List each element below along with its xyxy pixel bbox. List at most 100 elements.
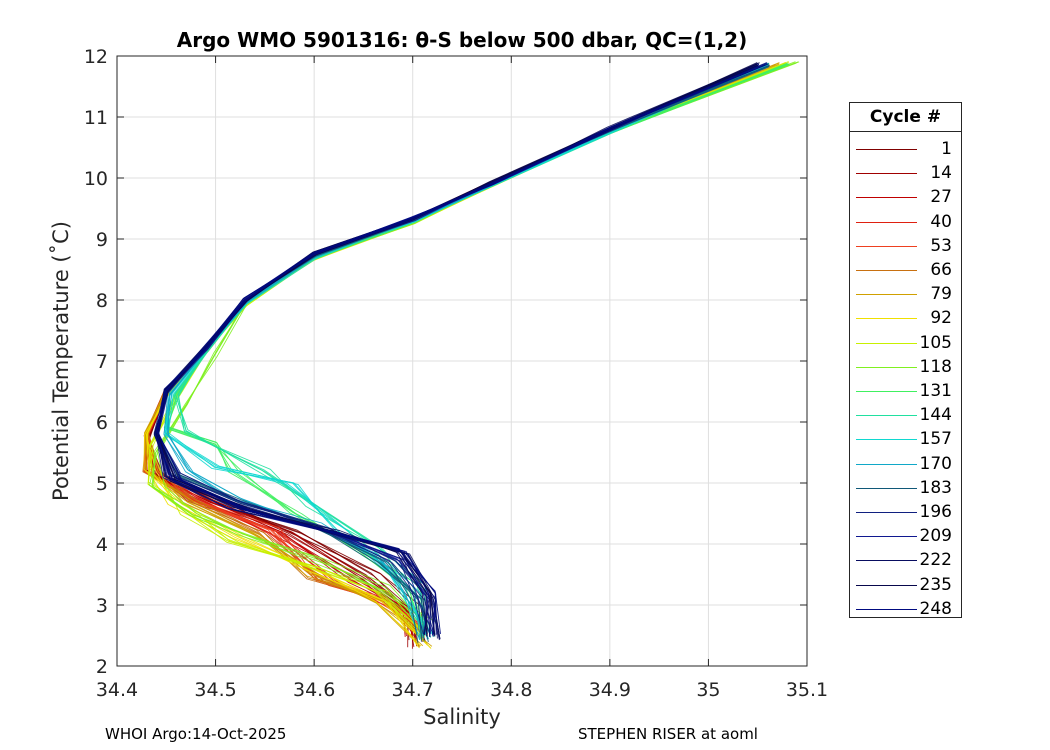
legend-entry: 170 bbox=[850, 453, 961, 477]
legend-label: 222 bbox=[919, 550, 952, 571]
x-tick-label: 34.8 bbox=[490, 679, 532, 701]
series-line-cycle-66 bbox=[147, 64, 780, 636]
series-line-cycle-66 bbox=[142, 65, 776, 636]
legend-entry: 209 bbox=[850, 525, 961, 549]
series-line-cycle-157 bbox=[164, 64, 767, 638]
legend-entry: 248 bbox=[850, 598, 961, 622]
x-tick-label: 34.5 bbox=[194, 679, 236, 701]
series-line-cycle-248 bbox=[156, 63, 769, 635]
x-tick-label: 34.7 bbox=[392, 679, 434, 701]
series-line-cycle-222 bbox=[155, 63, 758, 641]
y-tick-label: 4 bbox=[96, 534, 108, 556]
legend-label: 144 bbox=[919, 405, 952, 426]
series-line-cycle-105 bbox=[147, 61, 789, 638]
legend: Cycle # 1 14 27 40 53 66 79 92 105 118 131 144 157 17… bbox=[849, 102, 962, 619]
legend-label: 157 bbox=[919, 429, 952, 450]
series-line-cycle-235 bbox=[157, 63, 757, 637]
legend-swatch bbox=[856, 197, 917, 199]
legend-swatch bbox=[856, 149, 917, 150]
series-line-cycle-170 bbox=[168, 66, 768, 640]
series-line-cycle-53 bbox=[146, 65, 768, 633]
y-axis-ticks: 2 3 4 5 6 7 8 9 10 11 12 bbox=[84, 46, 807, 678]
y-tick-label: 8 bbox=[96, 290, 108, 312]
series-layer bbox=[142, 61, 800, 649]
series-line-cycle-53 bbox=[144, 66, 768, 634]
series-line-cycle-170 bbox=[163, 65, 766, 638]
legend-title: Cycle # bbox=[850, 103, 961, 132]
series-line-cycle-170 bbox=[166, 63, 768, 640]
series-line-cycle-248 bbox=[156, 63, 768, 635]
series-line-cycle-1 bbox=[148, 67, 759, 641]
legend-label: 92 bbox=[930, 308, 952, 329]
series-line-cycle-14 bbox=[148, 65, 757, 649]
series-line-cycle-248 bbox=[154, 62, 767, 635]
legend-label: 53 bbox=[930, 235, 952, 256]
legend-label: 170 bbox=[919, 453, 952, 474]
legend-entry: 235 bbox=[850, 574, 961, 598]
series-line-cycle-105 bbox=[148, 63, 786, 637]
legend-entry: 53 bbox=[850, 235, 961, 259]
x-tick-label: 34.6 bbox=[293, 679, 335, 701]
grid-lines bbox=[117, 56, 807, 666]
x-tick-label: 35.1 bbox=[786, 679, 828, 701]
series-line-cycle-209 bbox=[155, 64, 758, 635]
legend-entry: 183 bbox=[850, 477, 961, 501]
legend-swatch bbox=[856, 415, 917, 417]
series-line-cycle-92 bbox=[143, 61, 786, 649]
legend-entry: 27 bbox=[850, 186, 961, 210]
legend-entry: 1 bbox=[850, 138, 961, 162]
series-line-cycle-66 bbox=[146, 65, 780, 635]
series-line-cycle-118 bbox=[152, 61, 796, 625]
legend-label: 235 bbox=[919, 574, 952, 595]
legend-swatch bbox=[856, 318, 917, 320]
series-line-cycle-105 bbox=[147, 62, 786, 637]
y-tick-label: 10 bbox=[84, 168, 108, 190]
legend-label: 209 bbox=[919, 526, 952, 547]
legend-swatch bbox=[856, 221, 917, 223]
series-line-cycle-92 bbox=[146, 62, 790, 647]
series-line-cycle-209 bbox=[155, 63, 760, 638]
series-line-cycle-235 bbox=[156, 62, 760, 636]
legend-label: 183 bbox=[919, 477, 952, 498]
legend-swatch bbox=[856, 512, 917, 513]
y-tick-label: 11 bbox=[84, 107, 108, 129]
series-line-cycle-92 bbox=[145, 64, 790, 647]
legend-swatch bbox=[856, 294, 917, 296]
legend-swatch bbox=[856, 584, 917, 586]
series-line-cycle-170 bbox=[163, 66, 769, 638]
series-line-cycle-66 bbox=[145, 63, 780, 635]
x-tick-label: 34.4 bbox=[96, 679, 138, 701]
chart-title: Argo WMO 5901316: θ-S below 500 dbar, QC… bbox=[177, 28, 747, 52]
series-line-cycle-27 bbox=[148, 65, 768, 637]
legend-label: 248 bbox=[919, 598, 952, 619]
series-line-cycle-79 bbox=[143, 64, 779, 647]
series-line-cycle-14 bbox=[147, 67, 757, 647]
series-line-cycle-79 bbox=[144, 62, 780, 647]
legend-swatch bbox=[856, 391, 917, 392]
legend-label: 1 bbox=[941, 139, 952, 159]
legend-entry: 157 bbox=[850, 428, 961, 452]
legend-entry: 40 bbox=[850, 211, 961, 235]
series-line-cycle-105 bbox=[149, 64, 790, 638]
series-line-cycle-183 bbox=[155, 64, 767, 644]
x-axis-ticks: 34.4 34.5 34.6 34.7 34.8 34.9 35 35.1 bbox=[96, 56, 828, 701]
series-line-cycle-79 bbox=[144, 64, 776, 646]
y-axis-label: Potential Temperature (˚C) bbox=[49, 221, 73, 501]
y-tick-label: 6 bbox=[96, 412, 108, 434]
series-line-cycle-27 bbox=[143, 65, 770, 638]
legend-label: 196 bbox=[919, 502, 952, 522]
legend-swatch bbox=[856, 173, 917, 175]
legend-entry: 222 bbox=[850, 549, 961, 573]
legend-label: 14 bbox=[930, 163, 952, 184]
series-line-cycle-196 bbox=[153, 64, 756, 635]
x-tick-label: 35 bbox=[696, 679, 720, 701]
legend-entry: 144 bbox=[850, 404, 961, 428]
series-line-cycle-79 bbox=[144, 62, 780, 644]
series-line-cycle-248 bbox=[158, 62, 768, 636]
series-line-cycle-1 bbox=[148, 66, 758, 643]
series-line-cycle-1 bbox=[148, 64, 759, 642]
series-line-cycle-92 bbox=[146, 63, 787, 649]
series-line-cycle-235 bbox=[154, 64, 759, 636]
legend-swatch bbox=[856, 536, 917, 538]
